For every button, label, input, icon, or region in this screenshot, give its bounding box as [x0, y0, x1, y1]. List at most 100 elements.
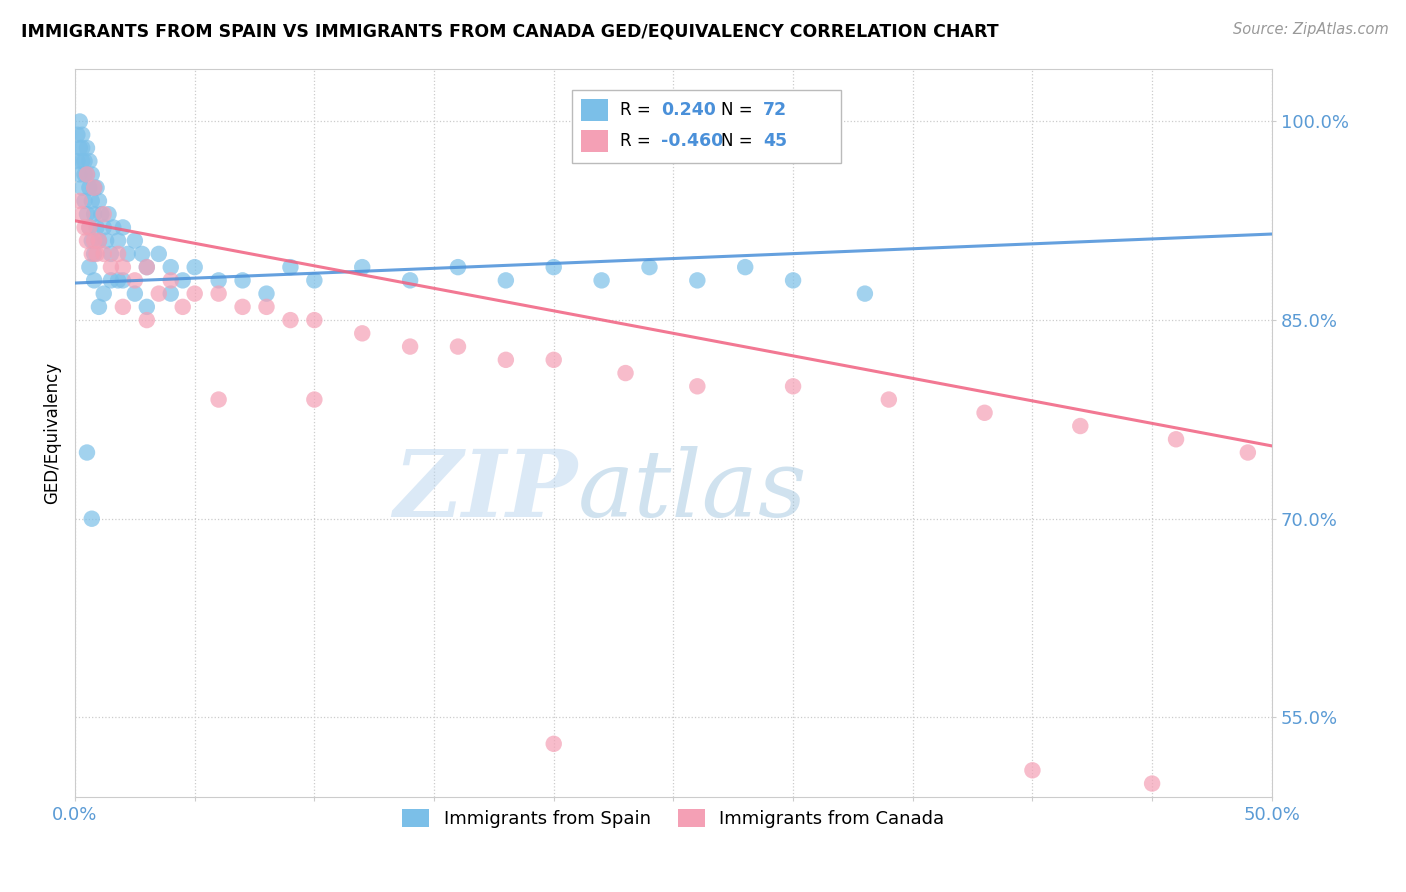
Point: [86, 247, 108, 261]
Point: [97, 207, 120, 221]
Point: [148, 247, 170, 261]
Point: [399, 273, 422, 287]
Text: IMMIGRANTS FROM SPAIN VS IMMIGRANTS FROM CANADA GED/EQUIVALENCY CORRELATION CHAR: IMMIGRANTS FROM SPAIN VS IMMIGRANTS FROM…: [21, 22, 998, 40]
Point: [69, 141, 91, 155]
Point: [638, 260, 661, 274]
Text: R =: R =: [620, 132, 651, 151]
Point: [591, 273, 613, 287]
Point: [1021, 764, 1043, 778]
Point: [877, 392, 900, 407]
Text: -0.460: -0.460: [661, 132, 724, 151]
Point: [1140, 776, 1163, 790]
Point: [79, 220, 101, 235]
Point: [782, 379, 804, 393]
Point: [686, 273, 709, 287]
Point: [79, 220, 101, 235]
Point: [183, 260, 205, 274]
Point: [207, 392, 229, 407]
Point: [76, 168, 98, 182]
Point: [66, 154, 89, 169]
Text: 0.240: 0.240: [661, 101, 716, 119]
Point: [69, 168, 91, 182]
Text: 72: 72: [763, 101, 787, 119]
Point: [853, 286, 876, 301]
Point: [76, 445, 98, 459]
Point: [131, 247, 153, 261]
Point: [86, 220, 108, 235]
Point: [107, 234, 129, 248]
Point: [73, 194, 96, 208]
Point: [124, 286, 146, 301]
Point: [69, 194, 91, 208]
Point: [399, 340, 422, 354]
Point: [782, 273, 804, 287]
Point: [543, 352, 565, 367]
Point: [93, 286, 115, 301]
Point: [103, 220, 125, 235]
Point: [79, 154, 101, 169]
Point: [80, 512, 103, 526]
Point: [80, 168, 103, 182]
Point: [1237, 445, 1260, 459]
Point: [93, 247, 115, 261]
Point: [76, 141, 98, 155]
Point: [73, 220, 96, 235]
Point: [280, 313, 302, 327]
Point: [80, 194, 103, 208]
Point: [159, 286, 181, 301]
Point: [304, 392, 326, 407]
Point: [93, 207, 115, 221]
Point: [256, 300, 278, 314]
Point: [76, 168, 98, 182]
Y-axis label: GED/Equivalency: GED/Equivalency: [44, 361, 60, 504]
Point: [100, 260, 122, 274]
Point: [70, 141, 93, 155]
Point: [124, 234, 146, 248]
Point: [90, 207, 112, 221]
Point: [83, 234, 105, 248]
Point: [93, 220, 115, 235]
Point: [734, 260, 756, 274]
Point: [614, 366, 637, 380]
Point: [87, 300, 110, 314]
Point: [304, 313, 326, 327]
Point: [124, 273, 146, 287]
Point: [495, 352, 517, 367]
Bar: [581, 130, 607, 153]
Text: 45: 45: [763, 132, 787, 151]
Point: [76, 207, 98, 221]
Bar: [572, 90, 841, 163]
Point: [79, 260, 101, 274]
Point: [83, 207, 105, 221]
Point: [70, 128, 93, 142]
Point: [94, 234, 117, 248]
Point: [80, 247, 103, 261]
Text: N =: N =: [721, 132, 752, 151]
Point: [111, 273, 134, 287]
Point: [973, 406, 995, 420]
Point: [447, 340, 470, 354]
Point: [87, 234, 110, 248]
Point: [1164, 432, 1187, 446]
Point: [107, 247, 129, 261]
Point: [80, 234, 103, 248]
Point: [207, 286, 229, 301]
Point: [352, 326, 374, 341]
Point: [686, 379, 709, 393]
Point: [86, 180, 108, 194]
Point: [70, 180, 93, 194]
Point: [135, 260, 157, 274]
Point: [87, 194, 110, 208]
Point: [148, 286, 170, 301]
Point: [73, 154, 96, 169]
Text: R =: R =: [620, 101, 651, 119]
Point: [135, 300, 157, 314]
Bar: [581, 99, 607, 121]
Point: [232, 273, 254, 287]
Point: [111, 300, 134, 314]
Point: [79, 180, 101, 194]
Point: [159, 260, 181, 274]
Point: [117, 247, 139, 261]
Point: [135, 260, 157, 274]
Point: [87, 234, 110, 248]
